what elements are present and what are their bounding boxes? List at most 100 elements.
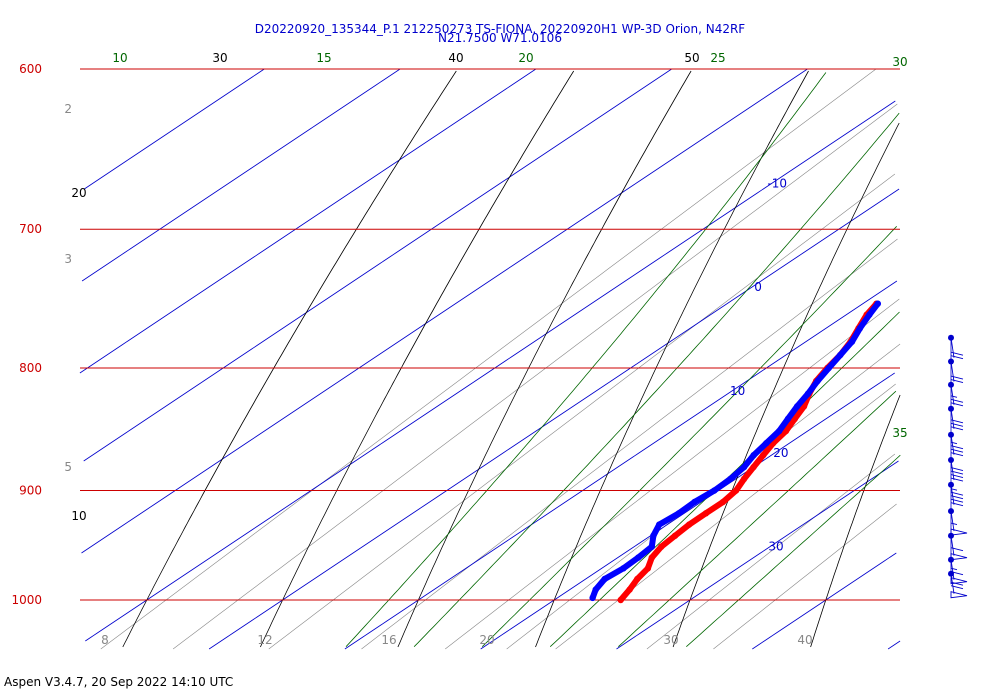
wind-barb-full: [950, 502, 964, 507]
wind-barb-half: [950, 441, 958, 445]
wind-barb-full: [950, 351, 964, 356]
wind-barb-staff: [950, 573, 955, 594]
wind-barb-full: [950, 375, 964, 380]
dewpoint-point: [814, 377, 821, 385]
wind-barb-full: [950, 355, 964, 360]
pressure-label: 800: [19, 361, 42, 375]
isotherm-line: [344, 280, 898, 650]
isotherm-label: 10: [730, 384, 745, 398]
temperature-point: [685, 521, 693, 528]
wind-barb-full: [950, 474, 964, 478]
isotherm-line: [480, 372, 895, 650]
mixing-ratio-label: 12: [257, 633, 272, 647]
moist-adiabat-label: 30: [892, 55, 907, 69]
dry-adiabat-label: 10: [71, 509, 86, 523]
wind-barb-staff: [950, 408, 955, 429]
moist-adiabat-label: 25: [710, 51, 725, 65]
dry-adiabat-line: [122, 70, 457, 648]
isotherm-label: -10: [767, 177, 787, 191]
mixing-ratio-line: [555, 383, 896, 650]
wind-barb-full: [950, 581, 964, 586]
temperature-point: [719, 498, 727, 506]
wind-barb-pennant: [950, 528, 968, 536]
pressure-label: 900: [19, 483, 42, 497]
dewpoint-point: [804, 390, 812, 397]
dewpoint-point: [592, 586, 599, 593]
temperature-point: [782, 427, 790, 435]
wind-barb-half: [950, 522, 958, 525]
moist-adiabat-line: [481, 226, 897, 647]
isotherm-line: [616, 460, 899, 650]
wind-barb-staff: [950, 510, 955, 532]
temperature-line: [617, 300, 880, 603]
wind-barb-pennant: [950, 577, 968, 585]
wind-barb-full: [950, 585, 964, 590]
dry-adiabat-label: 40: [448, 51, 463, 65]
wind-barb-staff: [950, 535, 955, 556]
wind-barb-full: [950, 422, 964, 427]
temperature-point: [644, 565, 652, 572]
pressure-label: 600: [19, 62, 42, 76]
isotherm-line: [81, 68, 401, 282]
axis-labels: 600 700 800 900 1000 -10 0 10 20 30 30 40 50 20 10 10 15…: [11, 51, 907, 647]
isotherm-line: [84, 68, 265, 190]
isotherm-label: 0: [754, 280, 762, 294]
moist-adiabat-label: 35: [892, 426, 907, 440]
sounding-profiles: [589, 300, 881, 604]
dry-adiabat-line: [535, 70, 809, 648]
temperature-point: [671, 532, 679, 539]
dry-adiabat-label: 30: [212, 51, 227, 65]
isotherm-lines: [79, 68, 901, 650]
temperature-point: [648, 554, 655, 561]
dewpoint-point: [620, 565, 627, 572]
wind-barb-staff: [950, 384, 955, 405]
temperature-point: [617, 596, 624, 604]
moist-adiabat-label: 20: [518, 51, 533, 65]
wind-barb: [948, 457, 964, 482]
wind-barb-staff: [950, 434, 955, 455]
wind-barb-dot: [948, 405, 954, 412]
wind-barb-half: [950, 488, 958, 491]
temperature-point: [626, 586, 633, 593]
temperature-point: [760, 452, 767, 459]
dewpoint-point: [650, 532, 657, 539]
wind-barb-dot: [948, 334, 954, 341]
mixing-ratio-line: [445, 298, 900, 650]
isotherm-line: [887, 640, 901, 650]
chart-title-line-1: D20220920_135344_P.1 212250273 TS-FIONA,…: [254, 22, 746, 36]
wind-barb-staff: [950, 459, 955, 481]
wind-barb-dot: [948, 358, 954, 365]
isotherm-line: [85, 100, 896, 642]
dry-adiabat-line: [672, 122, 900, 648]
temperature-point: [634, 575, 641, 583]
dry-adiabat-label: 20: [71, 186, 86, 200]
dewpoint-point: [784, 415, 792, 422]
wind-barb-staff: [950, 484, 955, 505]
wind-barb-dot: [948, 457, 954, 463]
temperature-point: [702, 510, 710, 517]
mixing-ratio-label: 3: [64, 252, 72, 266]
dewpoint-point: [866, 311, 873, 318]
mixing-ratio-label: 16: [381, 633, 396, 647]
isotherm-line: [81, 68, 808, 554]
dewpoint-point: [837, 351, 844, 359]
mixing-ratio-label: 40: [797, 633, 812, 647]
isotherm-line: [83, 68, 672, 462]
isobar-lines: [80, 68, 900, 601]
dewpoint-point: [740, 463, 748, 471]
wind-barb: [948, 358, 964, 383]
wind-barbs: [948, 334, 968, 599]
wind-barb-full: [950, 491, 964, 496]
isotherm-line: [752, 552, 897, 650]
temperature-point: [658, 543, 665, 550]
mixing-ratio-label: 20: [479, 633, 494, 647]
moist-adiabat-lines: [345, 72, 901, 647]
dewpoint-point: [848, 338, 856, 345]
mixing-ratio-label: 2: [64, 102, 72, 116]
dewpoint-point: [656, 521, 663, 528]
wind-barb-half: [950, 395, 958, 398]
mixing-ratio-line: [713, 503, 897, 650]
wind-barb: [948, 481, 964, 507]
dewpoint-point: [675, 510, 682, 517]
